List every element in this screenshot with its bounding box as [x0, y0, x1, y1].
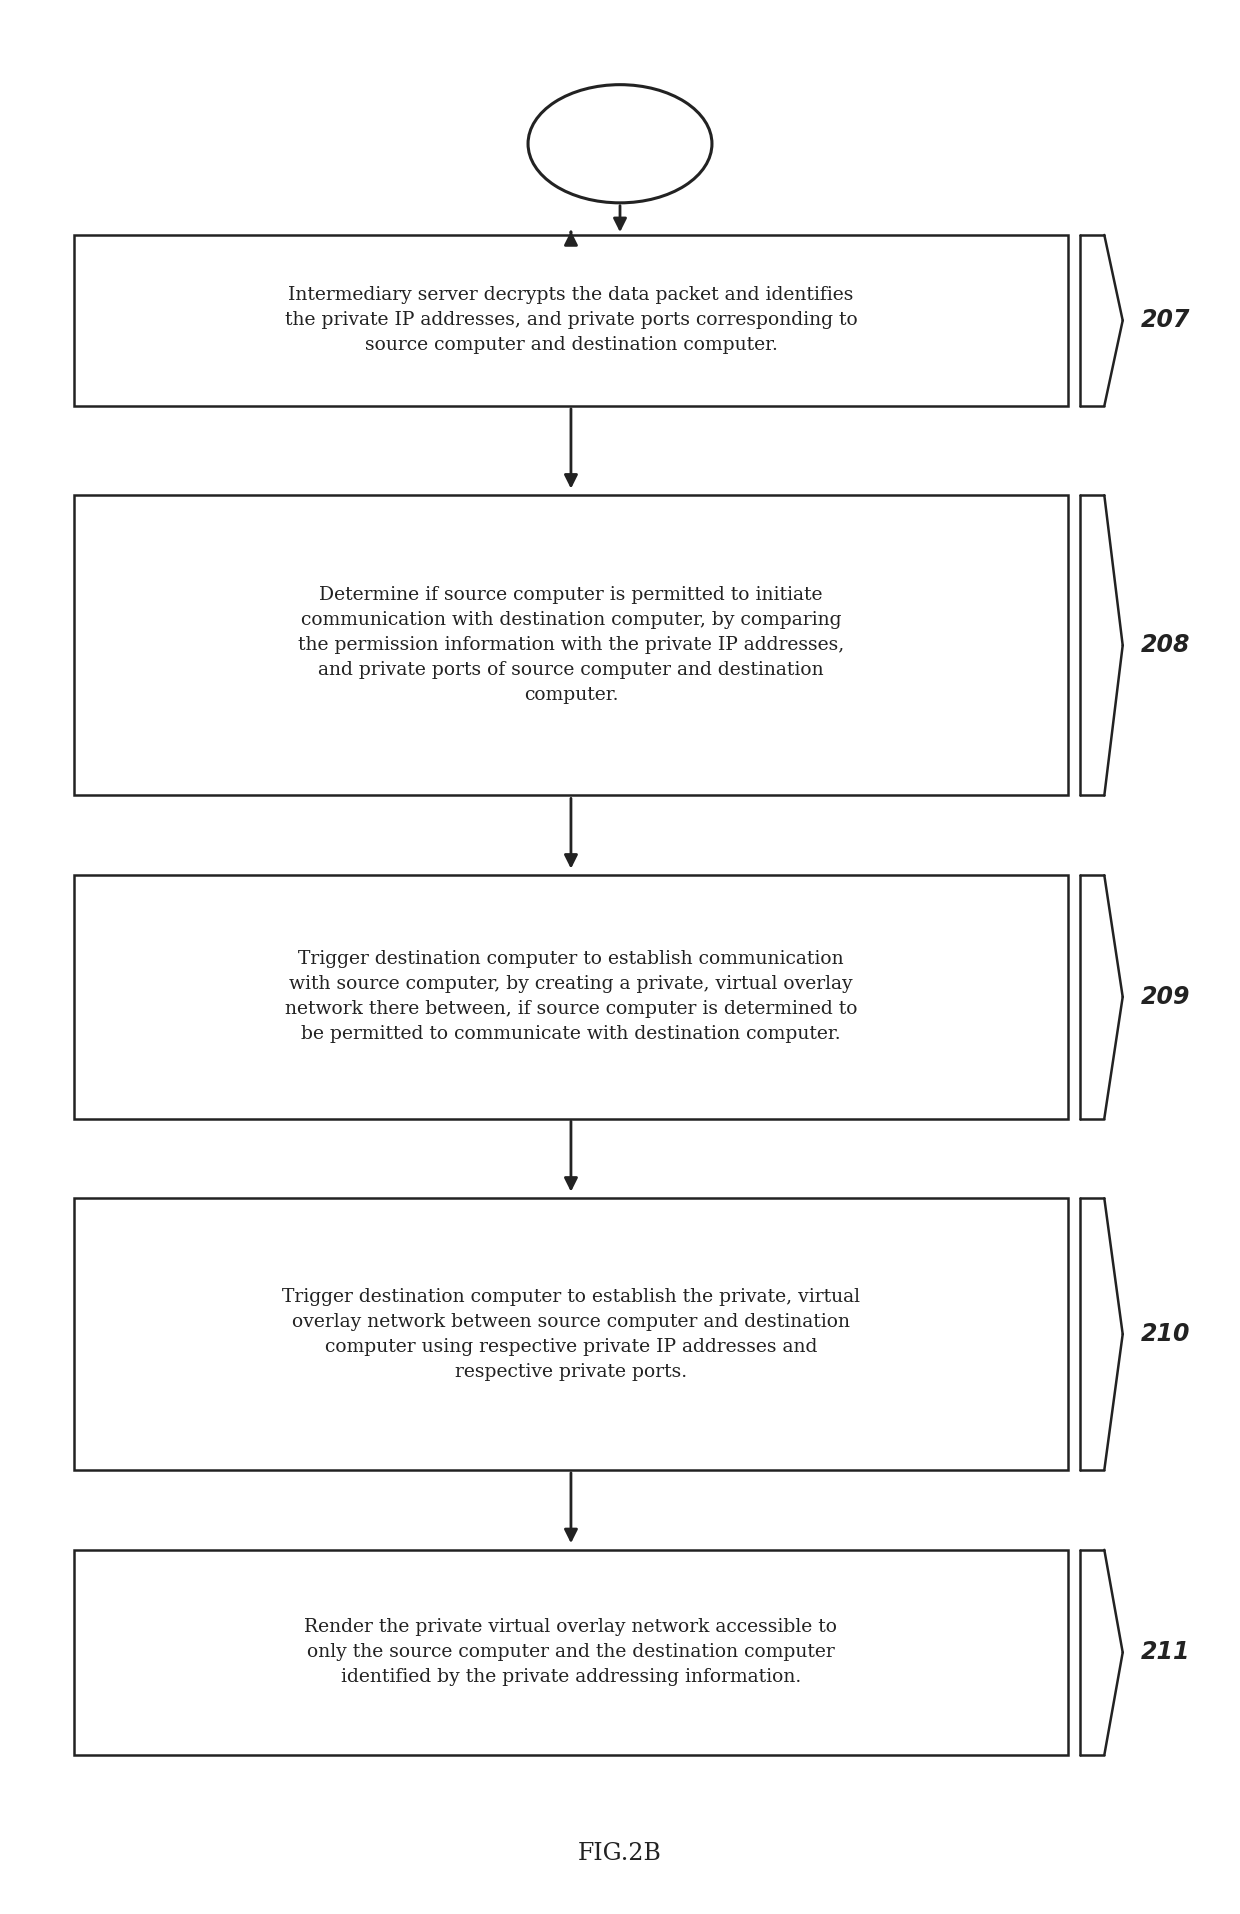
FancyBboxPatch shape	[74, 496, 1068, 796]
Text: FIG.2B: FIG.2B	[578, 1843, 662, 1866]
Text: Intermediary server decrypts the data packet and identifies
the private IP addre: Intermediary server decrypts the data pa…	[285, 287, 857, 354]
FancyBboxPatch shape	[74, 1198, 1068, 1470]
Text: Trigger destination computer to establish the private, virtual
overlay network b: Trigger destination computer to establis…	[281, 1288, 861, 1380]
FancyBboxPatch shape	[74, 1550, 1068, 1755]
Text: 209: 209	[1141, 986, 1190, 1009]
Text: 208: 208	[1141, 634, 1190, 657]
Text: 210: 210	[1141, 1323, 1190, 1346]
Text: 211: 211	[1141, 1640, 1190, 1665]
Text: Determine if source computer is permitted to initiate
communication with destina: Determine if source computer is permitte…	[298, 586, 844, 704]
Text: Render the private virtual overlay network accessible to
only the source compute: Render the private virtual overlay netwo…	[305, 1619, 837, 1686]
Ellipse shape	[528, 84, 712, 203]
Text: Trigger destination computer to establish communication
with source computer, by: Trigger destination computer to establis…	[285, 951, 857, 1043]
FancyBboxPatch shape	[74, 235, 1068, 406]
Text: 207: 207	[1141, 308, 1190, 333]
FancyBboxPatch shape	[74, 875, 1068, 1118]
